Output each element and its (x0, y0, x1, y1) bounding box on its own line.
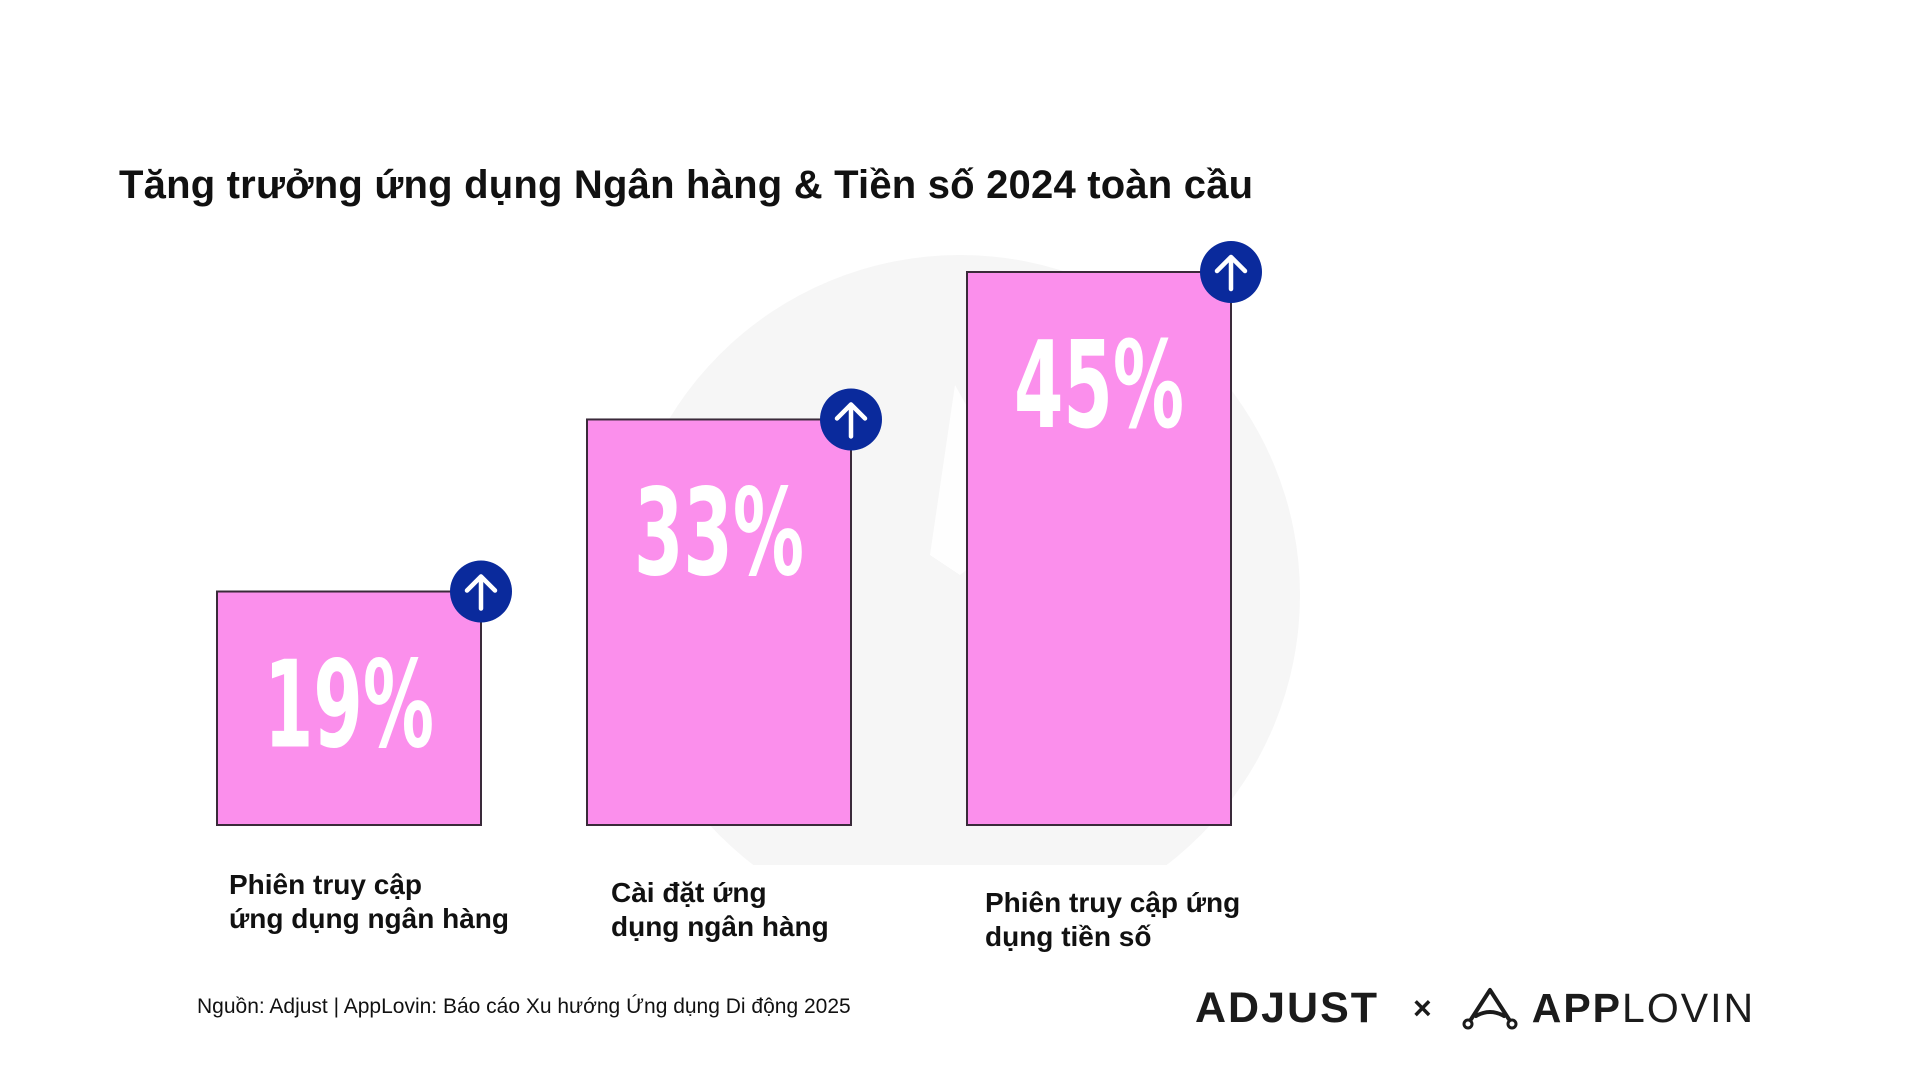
bar-2 (586, 418, 852, 826)
bar-3 (966, 271, 1232, 826)
applovin-wordmark: APPLOVIN (1532, 985, 1755, 1032)
adjust-logo: ADJUST (1195, 983, 1380, 1032)
up-arrow-icon (1200, 241, 1262, 303)
chart-title: Tăng trưởng ứng dụng Ngân hàng & Tiền số… (119, 163, 1254, 207)
bar-value-label-1: 19% (264, 637, 434, 776)
applovin-logo-icon (1462, 988, 1518, 1030)
bar-1 (216, 590, 482, 826)
applovin-app-text: APP (1531, 984, 1623, 1031)
applovin-lovin-text: LOVIN (1622, 984, 1756, 1031)
category-label-3: Phiên truy cập ứng dụng tiền số (985, 887, 1241, 952)
cross-separator: × (1413, 989, 1432, 1026)
brand-logos: ADJUST × APPLOVIN (1195, 983, 1755, 1033)
bar-value-label-3: 45% (1014, 317, 1184, 456)
source-note: Nguồn: Adjust | AppLovin: Báo cáo Xu hướ… (197, 995, 851, 1018)
up-arrow-icon (820, 388, 882, 451)
up-arrow-icon (450, 560, 512, 623)
bar-value-label-2: 33% (634, 464, 804, 603)
category-label-1: Phiên truy cập ứng dụng ngân hàng (229, 869, 509, 934)
category-label-2: Cài đặt ứng dụng ngân hàng (611, 877, 829, 942)
